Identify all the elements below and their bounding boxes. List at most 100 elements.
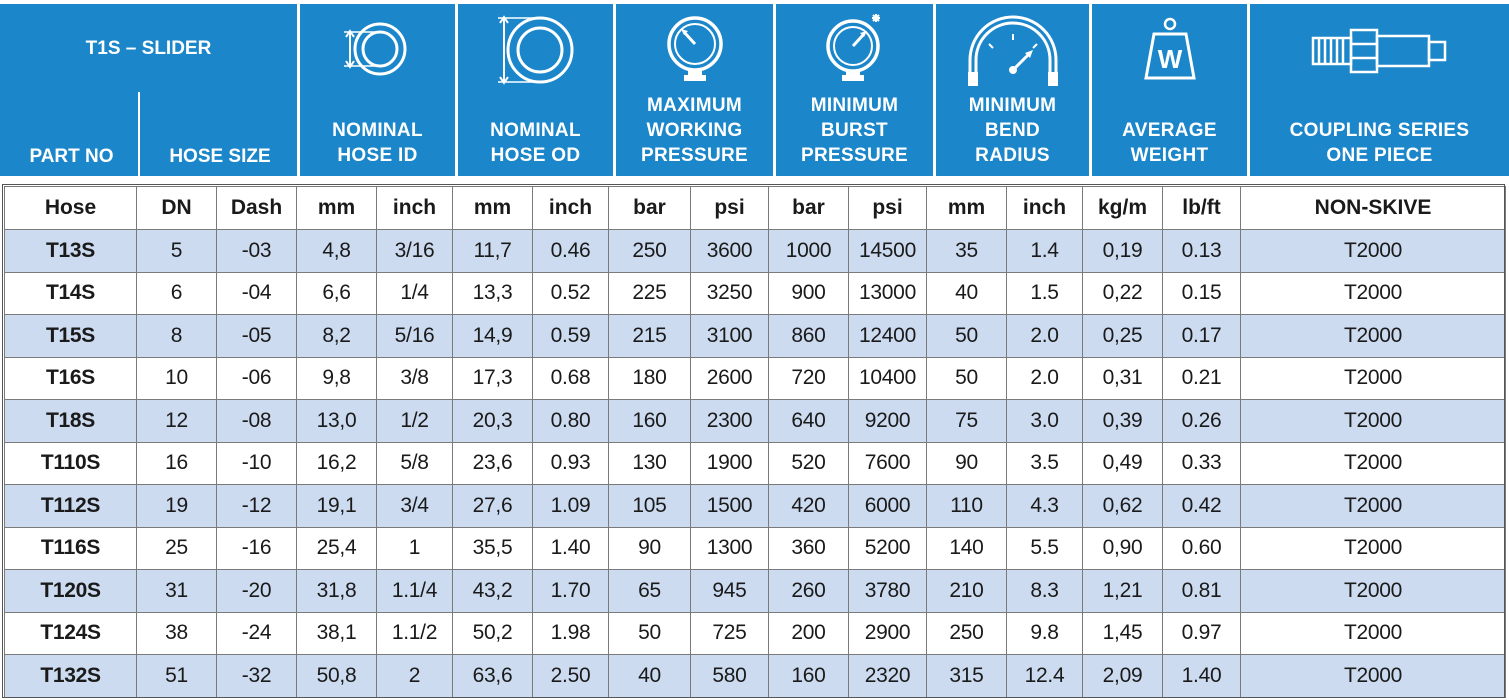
table-cell: 0.52 bbox=[532, 271, 609, 315]
table-cell: 1.09 bbox=[532, 484, 609, 528]
table-cell: -32 bbox=[216, 654, 297, 698]
header-nominal-hose-id: NOMINAL HOSE ID bbox=[300, 4, 455, 176]
coupling-fitting-icon bbox=[1311, 28, 1446, 74]
table-cell: 10400 bbox=[848, 356, 927, 400]
table-cell: 0.46 bbox=[532, 229, 609, 273]
part-number-cell: T112S bbox=[4, 484, 137, 528]
header-nominal-hose-od: NOMINAL HOSE OD bbox=[458, 4, 613, 176]
table-cell: -16 bbox=[216, 526, 297, 570]
table-cell: 580 bbox=[690, 654, 769, 698]
table-cell: 14500 bbox=[848, 229, 927, 273]
table-cell: 1,21 bbox=[1082, 569, 1163, 613]
table-cell: 180 bbox=[608, 356, 691, 400]
bend-radius-icon bbox=[967, 15, 1058, 86]
table-cell: 0.13 bbox=[1162, 229, 1241, 273]
table-cell: 2,09 bbox=[1082, 654, 1163, 698]
table-cell: 0,90 bbox=[1082, 526, 1163, 570]
table-cell: 160 bbox=[768, 654, 849, 698]
weight-icon: W bbox=[1143, 17, 1196, 80]
table-row: T14S 6 -04 6,6 1/4 13,3 0.52 225 3250 900 13000 40 1… bbox=[4, 271, 1506, 315]
table-cell: 40 bbox=[608, 654, 691, 698]
table-cell: 0.15 bbox=[1162, 271, 1241, 315]
table-cell: 0.60 bbox=[1162, 526, 1241, 570]
table-cell: 35 bbox=[926, 229, 1007, 273]
table-cell: 160 bbox=[608, 399, 691, 443]
table-cell: 3/8 bbox=[376, 356, 453, 400]
column-header: Hose bbox=[4, 186, 137, 230]
table-cell: 5.5 bbox=[1006, 526, 1083, 570]
table-cell: T2000 bbox=[1240, 484, 1506, 528]
table-cell: 0,39 bbox=[1082, 399, 1163, 443]
table-cell: T2000 bbox=[1240, 441, 1506, 485]
table-cell: 38,1 bbox=[296, 611, 377, 655]
table-cell: 1900 bbox=[690, 441, 769, 485]
table-cell: 3250 bbox=[690, 271, 769, 315]
table-cell: 3780 bbox=[848, 569, 927, 613]
table-cell: 25,4 bbox=[296, 526, 377, 570]
table-cell: 50 bbox=[926, 314, 1007, 358]
table-cell: 13000 bbox=[848, 271, 927, 315]
table-cell: -06 bbox=[216, 356, 297, 400]
table-cell: 3100 bbox=[690, 314, 769, 358]
table-cell: 520 bbox=[768, 441, 849, 485]
table-cell: T2000 bbox=[1240, 229, 1506, 273]
table-cell: 1.1/4 bbox=[376, 569, 453, 613]
column-header: psi bbox=[690, 186, 769, 230]
table-cell: 8,2 bbox=[296, 314, 377, 358]
table-cell: T2000 bbox=[1240, 569, 1506, 613]
column-header: mm bbox=[926, 186, 1007, 230]
table-cell: 720 bbox=[768, 356, 849, 400]
table-cell: 0,31 bbox=[1082, 356, 1163, 400]
table-cell: 1/2 bbox=[376, 399, 453, 443]
table-cell: T2000 bbox=[1240, 271, 1506, 315]
table-row: T120S 31 -20 31,8 1.1/4 43,2 1.70 65 945 260 3780 2… bbox=[4, 569, 1506, 613]
table-cell: 8 bbox=[136, 314, 217, 358]
table-cell: 9,8 bbox=[296, 356, 377, 400]
hose-outer-diameter-icon bbox=[497, 15, 573, 85]
table-cell: 140 bbox=[926, 526, 1007, 570]
table-cell: 50 bbox=[608, 611, 691, 655]
table-cell: 5200 bbox=[848, 526, 927, 570]
table-cell: 17,3 bbox=[452, 356, 533, 400]
part-number-cell: T18S bbox=[4, 399, 137, 443]
hose-inner-diameter-icon bbox=[343, 22, 406, 76]
table-cell: 31,8 bbox=[296, 569, 377, 613]
header-min-bend-radius: MINIMUM BEND RADIUS bbox=[936, 4, 1089, 176]
table-cell: 4.3 bbox=[1006, 484, 1083, 528]
table-cell: 725 bbox=[690, 611, 769, 655]
column-header: kg/m bbox=[1082, 186, 1163, 230]
table-cell: 8.3 bbox=[1006, 569, 1083, 613]
table-cell: -24 bbox=[216, 611, 297, 655]
table-row: T124S 38 -24 38,1 1.1/2 50,2 1.98 50 725 200 2900 2… bbox=[4, 611, 1506, 655]
hose-spec-table: Hose DN Dash mm inch mm inch bar psi bar psi mm inch… bbox=[4, 186, 1506, 698]
table-cell: T2000 bbox=[1240, 314, 1506, 358]
table-cell: 9200 bbox=[848, 399, 927, 443]
table-cell: 860 bbox=[768, 314, 849, 358]
table-cell: 90 bbox=[608, 526, 691, 570]
column-header: bar bbox=[608, 186, 691, 230]
table-cell: 1.1/2 bbox=[376, 611, 453, 655]
table-row: T15S 8 -05 8,2 5/16 14,9 0.59 215 3100 860 12400 50… bbox=[4, 314, 1506, 358]
table-cell: -12 bbox=[216, 484, 297, 528]
part-number-cell: T124S bbox=[4, 611, 137, 655]
table-cell: 65 bbox=[608, 569, 691, 613]
table-cell: 38 bbox=[136, 611, 217, 655]
table-cell: 130 bbox=[608, 441, 691, 485]
table-cell: T2000 bbox=[1240, 654, 1506, 698]
header-average-weight: W AVERAGE WEIGHT bbox=[1092, 4, 1247, 176]
weight-letter: W bbox=[1157, 44, 1182, 74]
table-cell: 215 bbox=[608, 314, 691, 358]
table-cell: 12.4 bbox=[1006, 654, 1083, 698]
table-cell: 2 bbox=[376, 654, 453, 698]
table-cell: 10 bbox=[136, 356, 217, 400]
table-cell: 50,8 bbox=[296, 654, 377, 698]
table-cell: 13,3 bbox=[452, 271, 533, 315]
table-cell: T2000 bbox=[1240, 611, 1506, 655]
table-cell: -10 bbox=[216, 441, 297, 485]
table-cell: 225 bbox=[608, 271, 691, 315]
table-cell: 315 bbox=[926, 654, 1007, 698]
table-cell: 0.17 bbox=[1162, 314, 1241, 358]
column-header: inch bbox=[532, 186, 609, 230]
table-cell: 105 bbox=[608, 484, 691, 528]
table-cell: 2.50 bbox=[532, 654, 609, 698]
